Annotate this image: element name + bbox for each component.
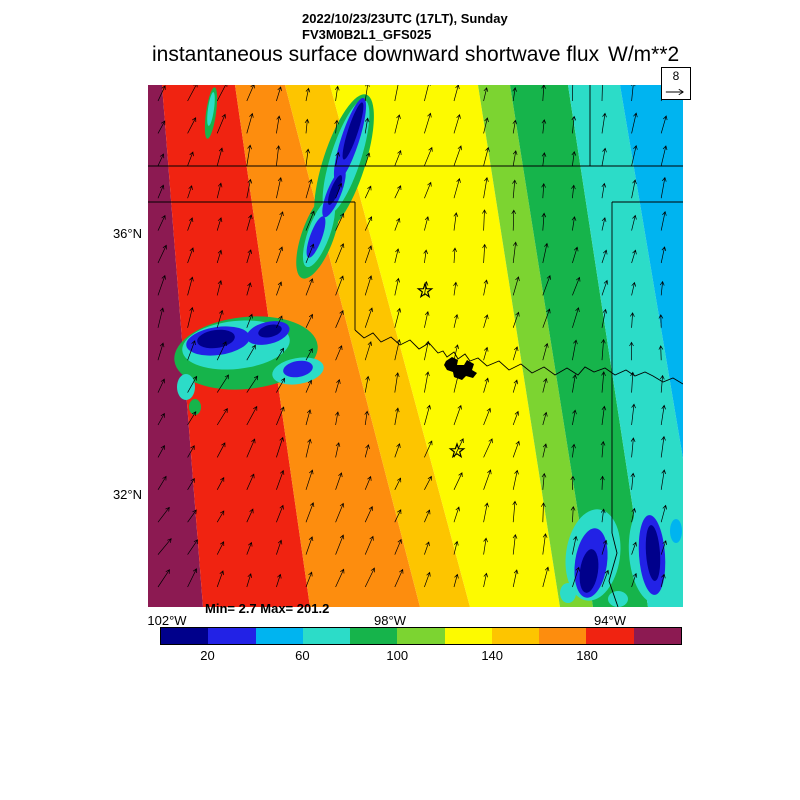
colorbar: 20 60 100 140 180 [160,627,682,664]
flux-band [510,85,648,607]
colorbar-segment [397,628,445,644]
flux-band [568,85,683,607]
flux-band [478,85,593,607]
cloud-patch [258,324,282,338]
colorbar-tick-label: 180 [576,648,598,663]
colorbar-segment [255,628,303,644]
cloud-patch [189,399,201,415]
city-star-marker [416,282,434,299]
cloud-patch [177,374,195,400]
map-area [148,85,683,607]
state-border [608,378,619,607]
colorbar-segments [160,627,682,645]
colorbar-tick-label: 100 [386,648,409,663]
colorbar-segment [491,628,540,644]
lat-tick-32n: 32°N [112,487,142,502]
lat-tick-36n: 36°N [112,226,142,241]
cloud-patch [579,549,599,593]
cloud-patch [207,92,215,126]
cloud-patch [608,591,628,607]
map-canvas [148,85,683,607]
wind-reference-value: 8 [672,69,680,83]
cloud-patch [306,216,326,258]
wind-vectors [157,85,668,588]
colorbar-segment [161,628,209,644]
lon-tick-94w: 94°W [594,613,626,628]
flux-band [620,85,683,607]
cloud-patch [327,175,343,205]
minmax-label: Min= 2.7 Max= 201.2 [205,601,330,616]
colorbar-segment [302,628,351,644]
colorbar-segment [539,628,587,644]
colorbar-tick-label: 20 [200,648,215,663]
colorbar-segment [444,628,492,644]
wind-reference-box: 8 [661,67,691,100]
lake-shape [444,357,477,380]
wind-reference-arrow-icon [665,88,684,96]
colorbar-segment [633,628,681,644]
plot-title: instantaneous surface downward shortwave… [152,43,600,66]
units-label: W/m**2 [608,43,680,66]
river-border [354,329,683,385]
flux-band [330,85,560,607]
lon-tick-102w: 102°W [147,613,187,628]
colorbar-segment [208,628,256,644]
flux-band [148,85,203,607]
colorbar-segment [350,628,398,644]
lon-tick-98w: 98°W [374,613,406,628]
cloud-patch [645,525,661,581]
cloud-patch [670,519,682,543]
cloud-patch [342,102,364,160]
colorbar-tick-label: 140 [481,648,504,663]
colorbar-tick-label: 60 [295,648,310,663]
colorbar-ticks: 20 60 100 140 180 [160,648,682,664]
colorbar-segment [586,628,634,644]
city-star-marker [448,442,466,459]
cloud-patch [283,360,313,378]
cloud-patch [560,583,576,603]
valid-time-label: 2022/10/23/23UTC (17LT), Sunday [302,11,508,26]
model-name-label: FV3M0B2L1_GFS025 [302,27,432,42]
